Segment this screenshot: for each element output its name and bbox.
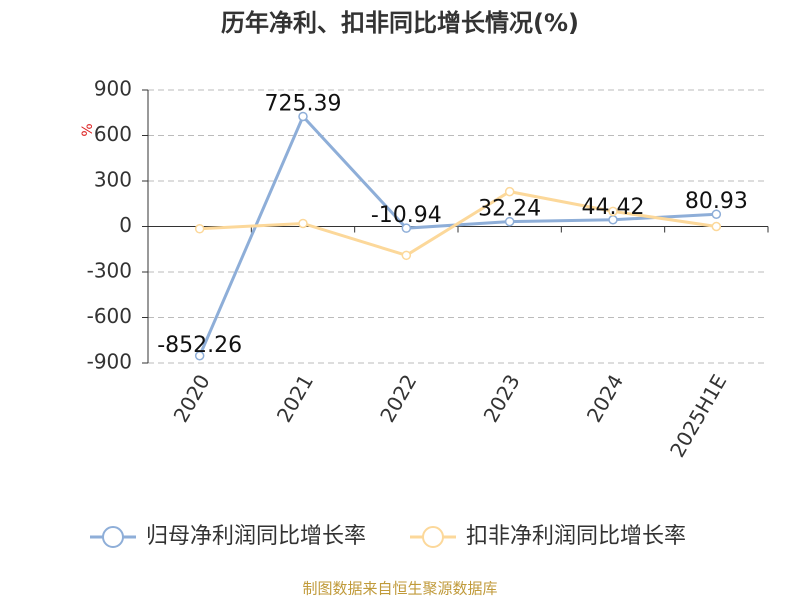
legend-label: 归母净利润同比增长率 [146,524,366,549]
legend-label: 扣非净利润同比增长率 [466,524,686,549]
data-label: 44.42 [582,195,645,220]
x-tick-label: 2025H1E [665,370,731,461]
y-tick-label: 600 [94,122,132,146]
data-label: -852.26 [157,333,242,358]
data-label: 80.93 [685,189,748,214]
legend-marker [102,526,124,548]
data-point [711,221,722,232]
y-axis-label: % [80,123,96,136]
y-tick-label: -300 [87,259,132,283]
data-point [401,223,412,233]
data-point [608,206,618,217]
x-tick-label: 2022 [375,370,421,426]
data-point [298,111,308,122]
chart-title: 历年净利、扣非同比增长情况(%) [221,9,579,37]
data-point [711,209,722,219]
data-point [194,351,205,361]
data-label: -10.94 [371,203,442,228]
series-line [198,113,717,357]
data-point [298,218,308,229]
data-point [504,186,515,197]
y-tick-label: 0 [119,213,132,237]
x-tick-label: 2023 [479,370,525,426]
data-point [401,250,412,261]
x-tick-label: 2024 [582,370,628,426]
legend-marker [422,526,444,548]
y-tick-label: 300 [94,168,132,192]
y-tick-label: -600 [87,304,132,328]
y-tick-label: -900 [87,350,132,374]
y-tick-label: 900 [94,77,132,101]
series-line [199,190,717,257]
data-point [194,224,205,234]
x-tick-label: 2021 [272,370,318,426]
x-tick-label: 2020 [169,370,215,426]
data-label: 725.39 [265,91,342,116]
source-note: 制图数据来自恒生聚源数据库 [302,580,497,598]
data-point [504,216,515,227]
data-label: 32.24 [478,197,541,222]
